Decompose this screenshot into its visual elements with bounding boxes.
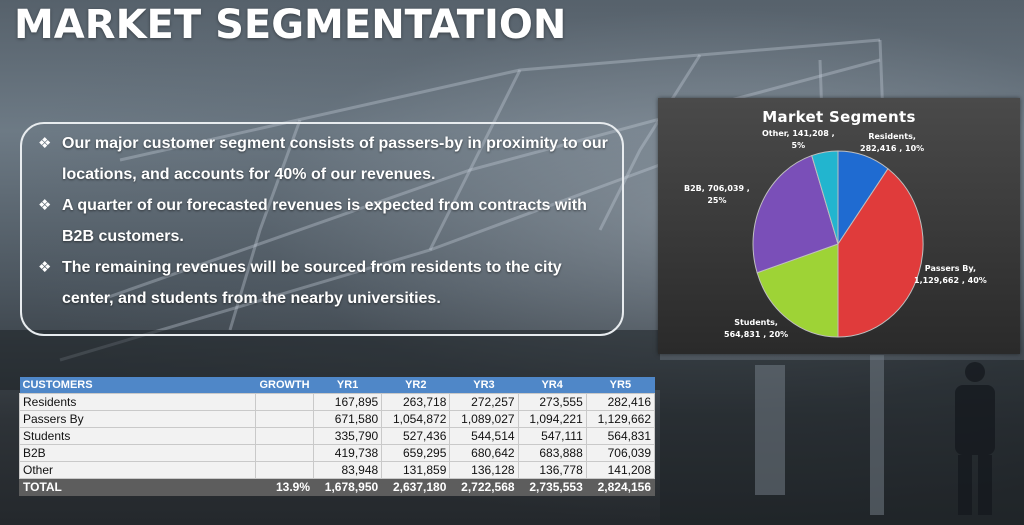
table-cell: 671,580 [312,410,383,428]
bullet-item: ❖ A quarter of our forecasted revenues i… [38,190,612,252]
bullet-text: A quarter of our forecasted revenues is … [62,197,587,245]
table-cell: 272,257 [449,393,519,411]
diamond-bullet-icon: ❖ [38,196,52,214]
chart-title: Market Segments [762,108,916,126]
table-cell: 83,948 [312,461,383,479]
pie-slice-b2b [752,154,839,274]
row-label-cell: TOTAL [19,478,256,496]
row-label-cell: Passers By [19,410,256,428]
data-label-students: Students, 564,831 , 20% [724,317,788,341]
table-cell [255,461,314,479]
table-row: Other 83,948 131,859 136,128 136,778 141,208 [19,461,656,479]
table-cell: 1,129,662 [585,410,656,428]
table-cell: 136,128 [449,461,519,479]
diamond-bullet-icon: ❖ [38,134,52,152]
table-row: Residents 167,895 263,718 272,257 273,555 282… [19,393,656,411]
table-cell: 335,790 [312,427,383,445]
table-cell: 2,735,553 [517,478,587,496]
table-cell [255,427,314,445]
table-cell: 141,208 [585,461,656,479]
bullet-text: Our major customer segment consists of p… [62,135,608,183]
table-cell: 564,831 [585,427,656,445]
pie-slice-other [811,150,839,245]
column-header: YR3 [449,377,519,394]
bullet-item: ❖ Our major customer segment consists of… [38,128,612,190]
table-cell: 1,089,027 [449,410,519,428]
table-cell: 419,738 [312,444,383,462]
page-title: MARKET SEGMENTATION [14,2,567,48]
row-label-cell: Residents [19,393,256,411]
column-header: YR5 [586,377,655,394]
diamond-bullet-icon: ❖ [38,258,52,276]
data-label-line: 25% [707,196,727,205]
data-label-line: B2B, 706,039 , [684,184,750,193]
table-cell: 263,718 [381,393,451,411]
table-row: Students 335,790 527,436 544,514 547,111 564,… [19,427,656,445]
table-cell [255,410,314,428]
table-cell: 706,039 [585,444,656,462]
data-label-b2b: B2B, 706,039 , 25% [684,183,750,207]
table-cell: 683,888 [517,444,587,462]
data-label-line: 1,129,662 , 40% [914,276,987,285]
table-cell: 1,054,872 [381,410,451,428]
table-cell: 544,514 [449,427,519,445]
table-cell: 547,111 [517,427,587,445]
table-cell: 527,436 [381,427,451,445]
data-label-line: Passers By, [924,264,977,273]
data-label-other: Other, 141,208 , 5% [762,128,835,152]
table-cell: 131,859 [381,461,451,479]
data-label-line: Residents, [868,132,916,141]
data-label-line: Students, [734,318,778,327]
data-label-line: 564,831 , 20% [724,330,789,339]
data-label-line: 5% [791,141,806,150]
table-cell: 1,678,950 [312,478,383,496]
bullet-text: The remaining revenues will be sourced f… [62,259,562,307]
table-header-row: CUSTOMERS GROWTH YR1 YR2 YR3 YR4 YR5 [19,377,655,394]
table-row: B2B 419,738 659,295 680,642 683,888 706,039 [19,444,656,462]
table-cell: 167,895 [312,393,383,411]
table-row: Passers By 671,580 1,054,872 1,089,027 1,094… [19,410,656,428]
pie-chart-canvas [752,150,924,338]
table-cell [255,393,314,411]
table-cell: 659,295 [381,444,451,462]
row-label-cell: B2B [19,444,256,462]
bullet-item: ❖ The remaining revenues will be sourced… [38,252,612,314]
table-cell: 282,416 [585,393,656,411]
pie-chart: Market Segments Other, 141,208 , 5% Resi… [658,98,1020,354]
data-label-passers-by: Passers By, 1,129,662 , 40% [914,263,987,287]
column-header: YR4 [518,377,587,394]
column-header: YR2 [381,377,450,394]
table-cell: 2,637,180 [381,478,451,496]
table-cell: 136,778 [517,461,587,479]
pie-slice-students [756,243,839,338]
pie-slice-passers-by [837,168,924,338]
bullet-list: ❖ Our major customer segment consists of… [20,122,624,336]
column-header: YR1 [313,377,382,394]
row-label-cell: Students [19,427,256,445]
table-cell: 1,094,221 [517,410,587,428]
table-cell: 680,642 [449,444,519,462]
table-cell: 273,555 [517,393,587,411]
data-label-line: Other, 141,208 , [762,129,835,138]
row-label-cell: Other [19,461,256,479]
column-header: GROWTH [255,377,314,394]
table-total-row: TOTAL 13.9% 1,678,950 2,637,180 2,722,568 2,7… [19,478,656,496]
table-cell: 13.9% [255,478,314,496]
data-label-line: 282,416 , 10% [860,144,925,153]
table-cell: 2,824,156 [585,478,656,496]
customers-table: CUSTOMERS GROWTH YR1 YR2 YR3 YR4 YR5 Res… [19,377,656,496]
column-header: CUSTOMERS [19,377,256,394]
table-cell [255,444,314,462]
data-label-residents: Residents, 282,416 , 10% [860,131,924,155]
table-cell: 2,722,568 [449,478,519,496]
